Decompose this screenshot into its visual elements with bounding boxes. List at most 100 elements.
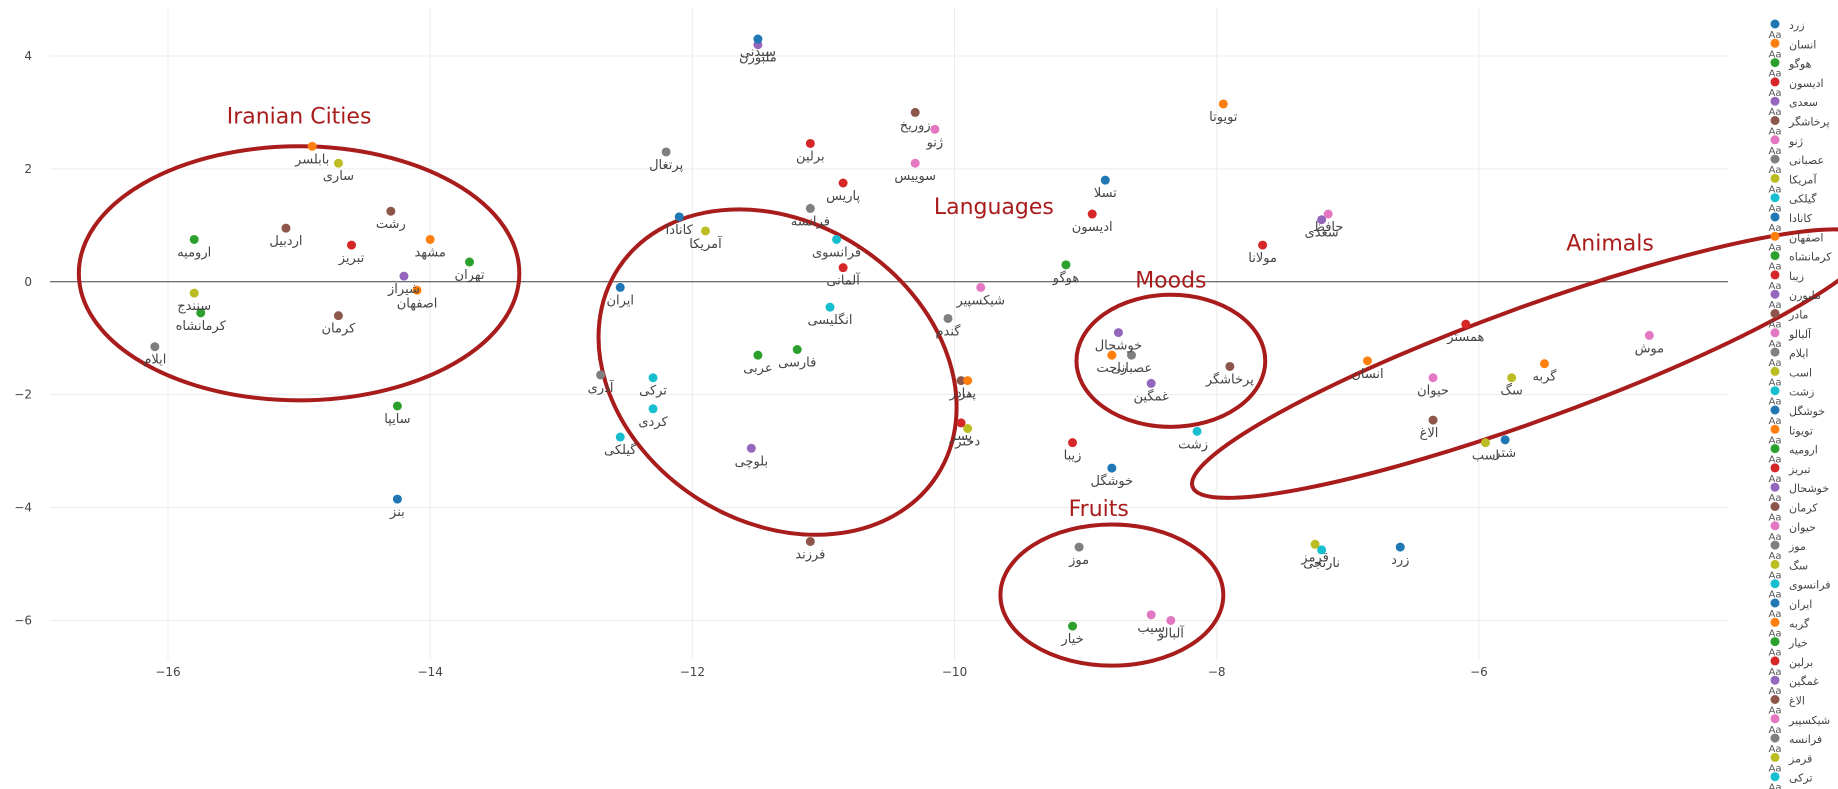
legend-label: مادر [1788,309,1809,322]
axes: −16 −14 −12 −10 −8 −6 4 2 0 −2 −4 −6 [14,49,1728,679]
data-point [1068,438,1078,448]
point-label: سایپا [384,412,410,427]
point-label: ایلام [143,353,166,368]
legend-item[interactable]: Aa کرمان [1769,502,1819,524]
legend-item[interactable]: Aa کانادا [1769,212,1813,234]
data-point [930,124,940,134]
point-label: انگلیسی [807,312,852,328]
legend-item[interactable]: Aa حیوان [1769,521,1816,543]
legend-label: زشت [1789,386,1814,399]
legend-item[interactable]: Aa قرمز [1769,752,1813,774]
legend-marker [1770,77,1780,87]
data-point [910,107,920,117]
legend-item[interactable]: Aa ژنو [1769,135,1804,157]
legend-marker-text: Aa [1769,686,1782,697]
legend-item[interactable]: Aa فرانسوی [1769,579,1831,601]
data-points [150,34,1654,631]
data-point [910,158,920,168]
legend-item[interactable]: Aa ترکی [1769,772,1813,789]
legend-item[interactable]: Aa گربه [1769,617,1811,639]
legend-item[interactable]: Aa زشت [1769,386,1815,408]
legend-item[interactable]: Aa موز [1769,540,1806,562]
x-tick-label: −8 [1208,665,1226,679]
legend-item[interactable]: Aa آمریکا [1769,172,1818,195]
legend-label: گیلکی [1789,193,1817,206]
data-point [189,234,199,244]
legend-item[interactable]: Aa غمگین [1769,675,1820,697]
point-label: کردی [638,415,668,430]
legend-marker [1770,463,1780,473]
legend-item[interactable]: Aa سعدی [1769,96,1818,118]
legend-marker-text: Aa [1769,397,1782,408]
legend-marker-text: Aa [1769,49,1782,60]
legend-label: غمگین [1789,675,1819,688]
legend-marker [1770,521,1780,531]
legend-label: اصفهان [1789,231,1823,244]
legend-marker-text: Aa [1769,223,1782,234]
point-label: زرد [1391,553,1409,568]
legend-marker-text: Aa [1769,628,1782,639]
legend-item[interactable]: Aa گیلکی [1769,193,1818,215]
legend-item[interactable]: Aa ارومیه [1769,444,1818,466]
point-label: بنز [389,505,405,520]
legend-item[interactable]: Aa برلین [1769,656,1814,678]
legend-marker [1770,637,1780,647]
legend-marker-text: Aa [1769,493,1782,504]
legend-label: پرخاشگر [1788,116,1830,129]
point-label: نارنجی [1303,556,1340,571]
legend-item[interactable]: Aa کرمانشاه [1769,251,1833,273]
cluster-ellipses [76,144,1838,668]
legend-marker-text: Aa [1769,377,1782,388]
point-label: ساری [323,169,354,184]
legend-item[interactable]: Aa الاغ [1769,695,1805,717]
legend-item[interactable]: Aa انسان [1769,38,1817,60]
legend-item[interactable]: Aa ملبورن [1769,289,1822,311]
legend-item[interactable]: Aa ایلام [1769,347,1809,369]
point-label: پسر [949,429,973,444]
legend-item[interactable]: Aa اصفهان [1769,231,1824,253]
y-tick-label: 0 [24,275,32,289]
legend-item[interactable]: Aa عصبانی [1769,154,1825,176]
x-tick-label: −16 [155,665,180,679]
data-point [615,282,625,292]
legend-item[interactable]: Aa شیکسپیر [1769,714,1831,736]
legend-item[interactable]: Aa مادر [1769,309,1809,331]
point-label: کرمان [321,322,356,337]
legend-label: شیکسپیر [1788,714,1830,727]
legend-item[interactable]: Aa خیار [1769,637,1808,659]
point-label: گربه [1532,369,1557,385]
data-point [333,158,343,168]
legend-item[interactable]: Aa پرخاشگر [1769,116,1830,138]
legend-item[interactable]: Aa زرد [1769,19,1805,41]
legend-item[interactable]: Aa فرانسه [1769,733,1823,755]
legend-item[interactable]: Aa خوشحال [1769,482,1830,504]
data-point [661,147,671,157]
data-point [1100,175,1110,185]
legend-item[interactable]: Aa خوشگل [1769,405,1826,427]
legend-marker-text: Aa [1769,763,1782,774]
legend-item[interactable]: Aa آلبالو [1769,327,1813,350]
legend[interactable]: Aa زرد Aa انسان Aa هوگو Aa ادیسون Aa سعدی Aa پرخاشگ… [1769,19,1833,789]
data-point [392,401,402,411]
legend-item[interactable]: Aa تویوتا [1769,424,1813,446]
point-label: اسب [1472,449,1499,464]
legend-item[interactable]: Aa هوگو [1769,58,1812,80]
legend-marker-text: Aa [1769,570,1782,581]
legend-marker-text: Aa [1769,165,1782,176]
legend-item[interactable]: Aa ایران [1769,598,1813,620]
legend-item[interactable]: Aa سگ [1769,559,1809,581]
legend-item[interactable]: Aa ادیسون [1769,77,1824,99]
legend-item[interactable]: Aa اسب [1769,366,1813,388]
legend-label: ژنو [1788,135,1803,148]
legend-item[interactable]: Aa تبریز [1769,463,1811,485]
point-label: الاغ [1420,426,1439,441]
data-point [1068,621,1078,631]
x-tick-label: −12 [680,665,705,679]
cluster-annotations: Iranian Cities Languages Moods Animals Fruit… [227,105,1654,522]
fruits-ellipse [998,522,1226,668]
data-point [1107,463,1117,473]
legend-item[interactable]: Aa زیبا [1769,270,1805,292]
point-label: عربی [743,361,772,376]
legend-marker [1770,347,1780,357]
data-point [1362,356,1372,366]
